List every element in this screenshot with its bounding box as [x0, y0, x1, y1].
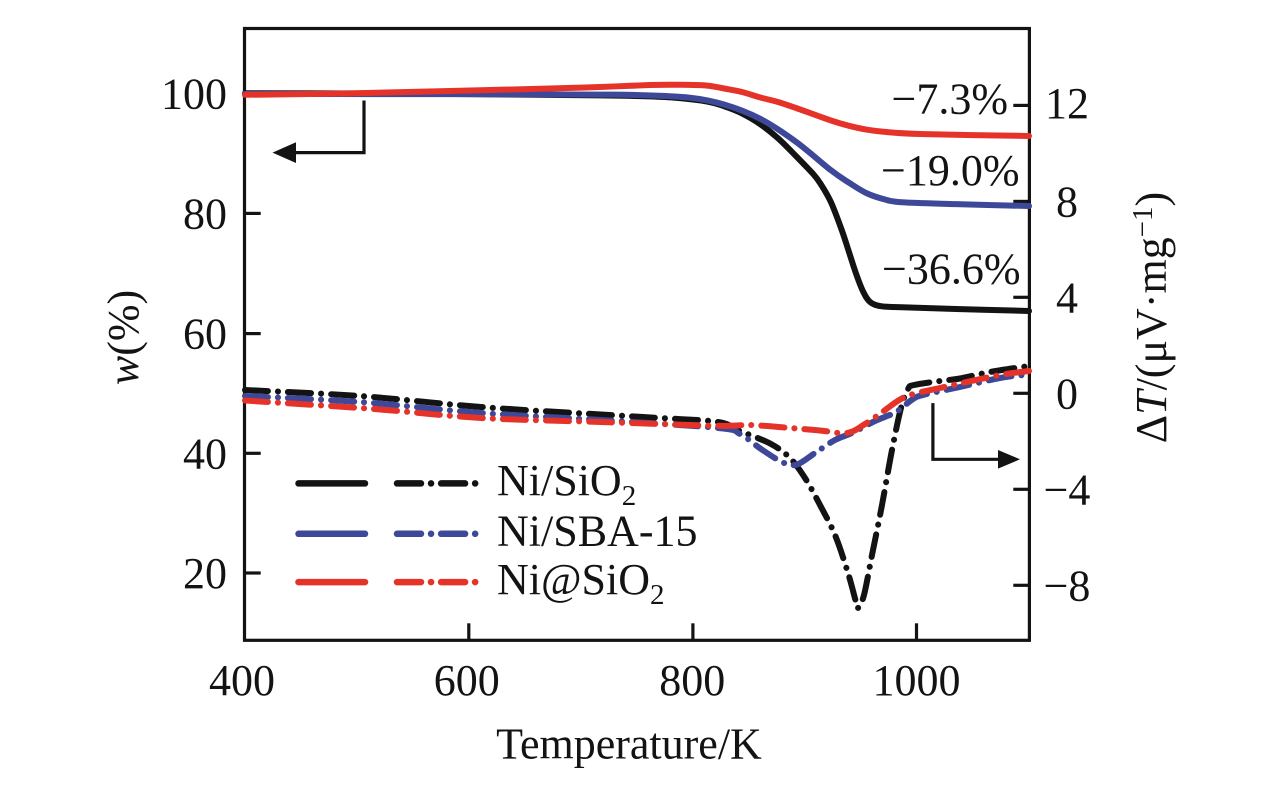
- svg-text:800: 800: [659, 656, 725, 705]
- svg-text:Temperature/K: Temperature/K: [496, 720, 762, 769]
- svg-text:Ni/SBA-15: Ni/SBA-15: [497, 507, 697, 556]
- svg-text:−7.3%: −7.3%: [892, 75, 1008, 124]
- svg-text:0: 0: [1056, 369, 1078, 418]
- svg-text:600: 600: [434, 656, 500, 705]
- svg-text:100: 100: [161, 70, 227, 119]
- svg-text:−4: −4: [1044, 465, 1091, 514]
- svg-text:−19.0%: −19.0%: [881, 146, 1019, 195]
- svg-text:60: 60: [183, 310, 227, 359]
- svg-text:Ni/SiO2: Ni/SiO2: [497, 456, 636, 512]
- svg-text:−36.6%: −36.6%: [882, 245, 1020, 294]
- svg-text:1000: 1000: [873, 656, 961, 705]
- svg-text:Ni@SiO2: Ni@SiO2: [497, 555, 665, 611]
- svg-text:80: 80: [183, 189, 227, 238]
- svg-text:12: 12: [1045, 79, 1089, 128]
- svg-text:4: 4: [1056, 273, 1078, 322]
- svg-text:8: 8: [1056, 177, 1078, 226]
- svg-text:20: 20: [183, 549, 227, 598]
- svg-text:400: 400: [209, 656, 275, 705]
- svg-text:40: 40: [183, 429, 227, 478]
- svg-text:−8: −8: [1044, 561, 1091, 610]
- svg-text:w(%): w(%): [99, 290, 148, 385]
